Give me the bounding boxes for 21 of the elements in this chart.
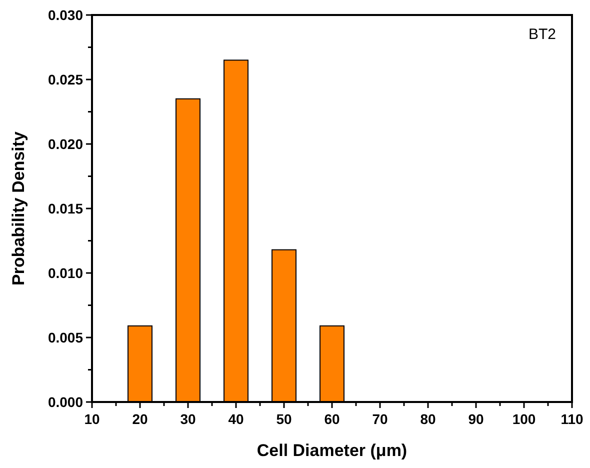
- x-axis-title: Cell Diameter (μm): [256, 441, 408, 460]
- x-tick-label: 40: [228, 411, 244, 427]
- y-tick-label: 0.010: [48, 264, 84, 281]
- y-axis-title: Probability Density: [9, 130, 28, 286]
- y-tick-label: 0.005: [48, 329, 84, 346]
- y-tick-label: 0.020: [48, 136, 84, 152]
- x-tick-label: 10: [84, 411, 100, 427]
- annotation: BT2: [528, 26, 556, 43]
- x-tick-label: 80: [420, 411, 436, 427]
- x-tick-label: 30: [180, 411, 196, 427]
- y-tick-label: 0.015: [48, 200, 84, 216]
- x-tick-label: 20: [132, 411, 148, 427]
- y-tick-label: 0.000: [48, 394, 84, 410]
- x-tick-label: 110: [560, 411, 584, 427]
- y-tick-label: 0.025: [48, 71, 84, 88]
- y-tick-label: 0.030: [48, 6, 84, 23]
- x-tick-label: 60: [324, 411, 340, 427]
- x-tick-label: 70: [372, 411, 388, 427]
- x-tick-label: 50: [276, 411, 292, 427]
- x-tick-label: 100: [512, 411, 536, 427]
- x-tick-label: 90: [468, 411, 484, 427]
